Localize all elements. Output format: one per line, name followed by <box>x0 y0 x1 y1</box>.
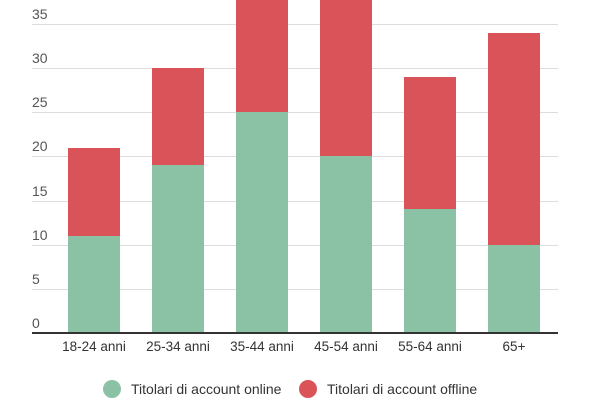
gridline <box>32 68 558 69</box>
x-tick-label: 18-24 anni <box>62 339 126 354</box>
legend-swatch-online-icon <box>103 380 121 398</box>
y-tick-label: 35 <box>32 6 48 22</box>
x-tick-label: 25-34 anni <box>146 339 210 354</box>
y-tick-label: 30 <box>32 50 48 66</box>
legend-label-online: Titolari di account online <box>131 381 282 397</box>
y-tick-label: 10 <box>32 227 48 243</box>
y-tick-label: 25 <box>32 94 48 110</box>
gridline <box>32 112 558 113</box>
gridline <box>32 245 558 246</box>
bar-segment <box>404 209 456 333</box>
x-tick-label: 45-54 anni <box>314 339 378 354</box>
y-tick-label: 0 <box>32 315 40 331</box>
legend: Titolari di account online Titolari di a… <box>0 380 600 400</box>
gridline <box>32 24 558 25</box>
legend-item-offline: Titolari di account offline <box>299 380 477 398</box>
x-tick-label: 35-44 anni <box>230 339 294 354</box>
gridline <box>32 289 558 290</box>
legend-label-offline: Titolari di account offline <box>327 381 478 397</box>
bar-segment <box>320 156 372 333</box>
y-tick-label: 5 <box>32 271 40 287</box>
bar-segment <box>488 32 540 245</box>
x-axis-line <box>32 332 558 334</box>
legend-swatch-offline-icon <box>299 380 317 398</box>
y-tick-label: 15 <box>32 183 48 199</box>
legend-item-online: Titolari di account online <box>103 380 281 398</box>
bar-segment <box>404 76 456 210</box>
gridline <box>32 156 558 157</box>
x-tick-label: 65+ <box>502 339 526 354</box>
bar-segment <box>152 165 204 333</box>
bar-segment <box>68 235 120 333</box>
x-tick-label: 55-64 anni <box>398 339 462 354</box>
bar-segment <box>488 244 540 333</box>
bar-segment <box>152 68 204 166</box>
gridline <box>32 201 558 202</box>
bar-segment <box>68 147 120 236</box>
y-tick-label: 20 <box>32 138 48 154</box>
bar-segment <box>236 0 288 113</box>
bar-segment <box>320 0 372 157</box>
bar-segment <box>236 112 288 333</box>
